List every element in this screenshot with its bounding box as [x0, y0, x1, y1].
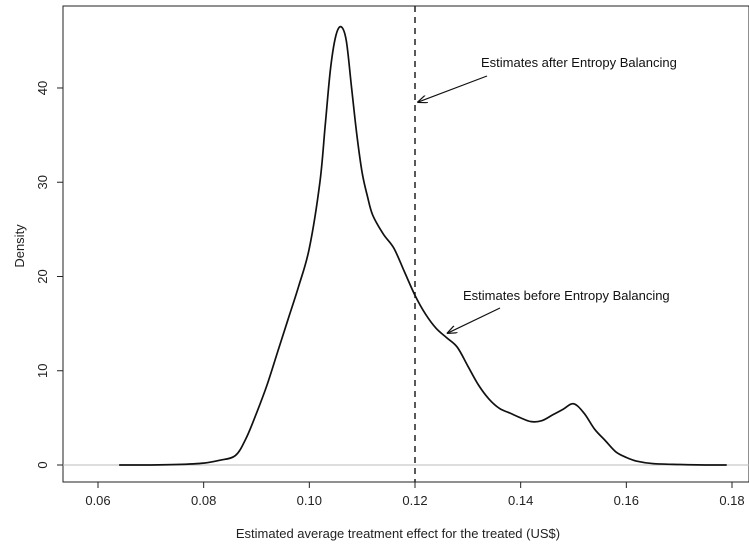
x-tick-label: 0.08 — [191, 493, 216, 508]
y-tick-label: 0 — [35, 461, 50, 468]
plot-frame — [62, 5, 749, 483]
density-curve — [119, 25, 727, 466]
y-tick-label: 40 — [35, 81, 50, 95]
x-axis: 0.06 0.08 0.10 0.12 0.14 0.16 0.18 — [85, 482, 745, 508]
x-axis-title: Estimated average treatment effect for t… — [236, 526, 560, 541]
annotation-label: Estimates after Entropy Balancing — [481, 55, 677, 70]
x-tick-label: 0.10 — [297, 493, 322, 508]
x-tick-label: 0.12 — [402, 493, 427, 508]
annotation-arrow — [418, 75, 488, 102]
y-axis: 0 10 20 30 40 — [35, 81, 63, 469]
x-tick-label: 0.06 — [85, 493, 110, 508]
x-tick-label: 0.18 — [719, 493, 744, 508]
y-axis-title: Density — [12, 224, 27, 268]
y-tick-label: 30 — [35, 175, 50, 189]
annotation-arrow — [448, 307, 501, 333]
x-tick-label: 0.14 — [508, 493, 533, 508]
annotation-label: Estimates before Entropy Balancing — [463, 288, 670, 303]
y-tick-label: 20 — [35, 269, 50, 283]
x-tick-label: 0.16 — [614, 493, 639, 508]
y-tick-label: 10 — [35, 364, 50, 378]
